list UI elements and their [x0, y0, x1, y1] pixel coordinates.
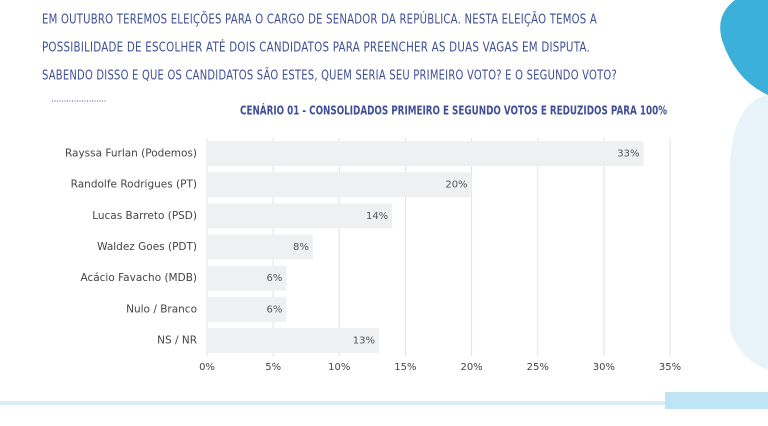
- intro-line: SABENDO DISSO E QUE OS CANDIDATOS SÃO ES…: [42, 68, 617, 84]
- y-tick-label: Randolfe Rodrigues (PT): [71, 179, 197, 191]
- value-label: 14%: [366, 211, 388, 222]
- x-tick-label: 20%: [460, 362, 482, 373]
- intro-line: EM OUTUBRO TEREMOS ELEIÇÕES PARA O CARGO…: [42, 12, 597, 28]
- y-tick-label: Acácio Favacho (MDB): [80, 272, 197, 284]
- x-tick-label: 10%: [328, 362, 350, 373]
- intro-line: POSSIBILIDADE DE ESCOLHER ATÉ DOIS CANDI…: [42, 40, 590, 56]
- x-tick-label: 35%: [659, 362, 681, 373]
- x-tick-label: 5%: [265, 362, 281, 373]
- y-tick-label: Rayssa Furlan (Podemos): [65, 148, 197, 160]
- bar: [207, 172, 472, 198]
- bar: [207, 296, 287, 322]
- x-tick-label: 25%: [527, 362, 549, 373]
- value-label: 33%: [617, 149, 639, 160]
- corner-shape: [720, 0, 768, 95]
- side-shape: [730, 95, 768, 370]
- y-tick-label: Nulo / Branco: [126, 303, 197, 315]
- bar: [207, 203, 393, 229]
- y-tick-label: Waldez Goes (PDT): [97, 241, 197, 253]
- y-tick-label: Lucas Barreto (PSD): [92, 210, 197, 222]
- value-label: 6%: [266, 304, 282, 315]
- x-tick-label: 15%: [394, 362, 416, 373]
- x-tick-label: 0%: [199, 362, 215, 373]
- bar: [207, 265, 287, 291]
- value-label: 20%: [445, 180, 467, 191]
- value-label: 6%: [266, 273, 282, 284]
- value-label: 13%: [353, 335, 375, 346]
- y-tick-label: NS / NR: [157, 334, 197, 346]
- chart-title: CENÁRIO 01 - CONSOLIDADOS PRIMEIRO E SEG…: [240, 103, 667, 118]
- x-tick-label: 30%: [593, 362, 615, 373]
- bar: [207, 141, 644, 167]
- bottom-tab: [665, 392, 768, 409]
- bottom-band: [0, 401, 768, 405]
- bar: [207, 234, 313, 260]
- bar: [207, 327, 379, 353]
- value-label: 8%: [293, 242, 309, 253]
